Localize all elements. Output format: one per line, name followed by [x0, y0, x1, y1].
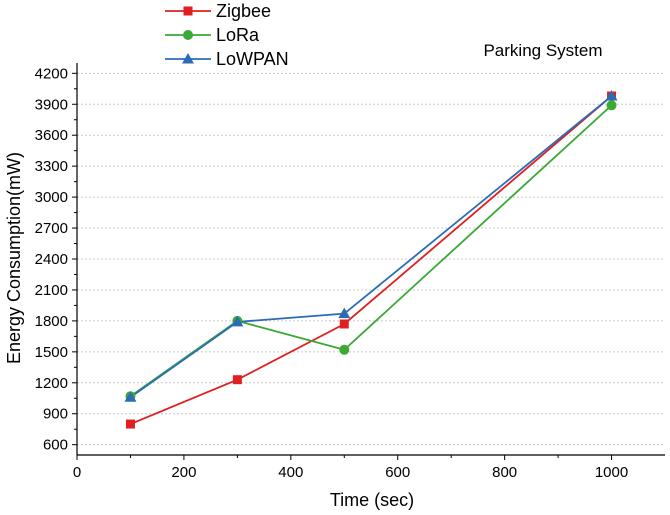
grid-lines: [77, 72, 665, 446]
x-tick-label: 400: [278, 464, 303, 481]
data-point-zigbee: [339, 319, 349, 329]
y-tick-label: 2700: [35, 220, 68, 237]
legend-label: Zigbee: [216, 1, 271, 21]
y-tick-label: 4200: [35, 65, 68, 82]
y-tick-label: 600: [43, 437, 68, 454]
y-tick-label: 1200: [35, 375, 68, 392]
data-point-zigbee: [232, 375, 242, 385]
data-point-lowpan: [124, 391, 137, 402]
y-tick-label: 1500: [35, 344, 68, 361]
y-tick-label: 3900: [35, 96, 68, 113]
series-line-lora: [129, 104, 613, 397]
series-layer: [124, 90, 618, 429]
x-tick-label: 800: [492, 464, 517, 481]
data-point-lora: [606, 100, 617, 111]
y-tick-label: 3000: [35, 189, 68, 206]
y-tick-label: 900: [43, 406, 68, 423]
y-tick-label: 2400: [35, 251, 68, 268]
y-tick-label: 3300: [35, 158, 68, 175]
chart-annotation: Parking System: [483, 41, 602, 60]
x-tick-label: 600: [385, 464, 410, 481]
x-axis-title: Time (sec): [330, 490, 414, 510]
data-point-lowpan: [231, 315, 244, 327]
series-line-zigbee: [130, 95, 613, 425]
legend-label: LoRa: [216, 25, 260, 45]
x-tick-label: 0: [73, 464, 81, 481]
legend-marker-lowpan: [182, 53, 194, 64]
data-point-lowpan: [605, 90, 618, 101]
x-tick-label: 1000: [595, 464, 628, 481]
data-point-zigbee: [125, 419, 135, 429]
y-tick-label: 2100: [35, 282, 68, 299]
y-axis-title: Energy Consumption(mW): [4, 152, 24, 364]
data-point-lora: [339, 344, 350, 355]
y-tick-label: 1800: [35, 313, 68, 330]
series-line-lowpan: [129, 95, 613, 398]
data-point-lowpan: [338, 307, 351, 319]
legend-marker-zigbee: [183, 6, 193, 16]
axes: 600 900 1200 1500 1800 2100 2400 2700 3000 3300 36…: [35, 63, 665, 481]
legend-marker-lora: [183, 30, 193, 40]
y-tick-label: 3600: [35, 127, 68, 144]
legend: Zigbee LoRa LoWPAN: [165, 1, 289, 69]
x-tick-label: 200: [171, 464, 196, 481]
legend-label: LoWPAN: [216, 49, 289, 69]
